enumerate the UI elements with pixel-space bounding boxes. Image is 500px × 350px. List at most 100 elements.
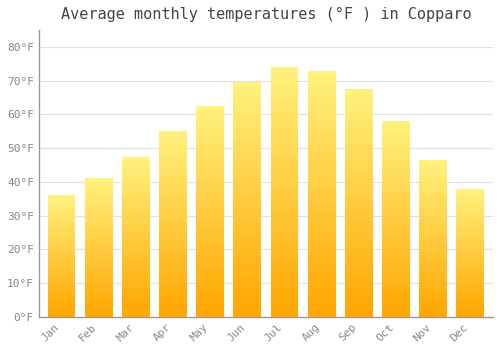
- Bar: [420, 201, 447, 204]
- Bar: [456, 255, 484, 258]
- Bar: [196, 127, 224, 131]
- Bar: [48, 280, 76, 283]
- Bar: [345, 276, 373, 280]
- Bar: [122, 253, 150, 256]
- Bar: [196, 224, 224, 228]
- Bar: [84, 286, 112, 289]
- Bar: [234, 199, 262, 204]
- Bar: [456, 196, 484, 199]
- Bar: [234, 139, 262, 143]
- Bar: [456, 232, 484, 235]
- Bar: [234, 82, 262, 317]
- Bar: [345, 244, 373, 248]
- Bar: [382, 313, 410, 317]
- Bar: [382, 246, 410, 250]
- Bar: [308, 297, 336, 302]
- Bar: [84, 228, 112, 231]
- Bar: [270, 297, 298, 302]
- Bar: [159, 250, 187, 254]
- Bar: [234, 218, 262, 223]
- Bar: [345, 176, 373, 180]
- Bar: [420, 260, 447, 264]
- Bar: [420, 279, 447, 282]
- Bar: [382, 176, 410, 180]
- Bar: [456, 268, 484, 271]
- Bar: [382, 121, 410, 317]
- Bar: [345, 312, 373, 317]
- Bar: [270, 197, 298, 202]
- Bar: [159, 254, 187, 258]
- Bar: [270, 277, 298, 282]
- Bar: [122, 163, 150, 166]
- Bar: [84, 278, 112, 281]
- Bar: [345, 189, 373, 194]
- Bar: [456, 309, 484, 312]
- Bar: [420, 251, 447, 254]
- Bar: [420, 223, 447, 226]
- Bar: [420, 182, 447, 185]
- Bar: [84, 237, 112, 239]
- Bar: [84, 264, 112, 267]
- Bar: [122, 301, 150, 304]
- Bar: [196, 182, 224, 186]
- Bar: [122, 176, 150, 179]
- Bar: [270, 287, 298, 292]
- Bar: [456, 206, 484, 209]
- Bar: [84, 187, 112, 190]
- Title: Average monthly temperatures (°F ) in Copparo: Average monthly temperatures (°F ) in Co…: [60, 7, 471, 22]
- Bar: [122, 237, 150, 240]
- Bar: [345, 248, 373, 253]
- Bar: [420, 304, 447, 307]
- Bar: [234, 172, 262, 176]
- Bar: [122, 272, 150, 275]
- Bar: [345, 180, 373, 185]
- Bar: [345, 198, 373, 203]
- Bar: [122, 186, 150, 189]
- Bar: [84, 209, 112, 212]
- Bar: [159, 205, 187, 209]
- Bar: [308, 179, 336, 184]
- Bar: [84, 212, 112, 215]
- Bar: [234, 284, 262, 289]
- Bar: [382, 148, 410, 153]
- Bar: [234, 307, 262, 312]
- Bar: [420, 273, 447, 276]
- Bar: [308, 115, 336, 120]
- Bar: [159, 239, 187, 243]
- Bar: [48, 208, 76, 210]
- Bar: [420, 204, 447, 207]
- Bar: [84, 284, 112, 286]
- Bar: [420, 191, 447, 195]
- Bar: [345, 267, 373, 271]
- Bar: [48, 232, 76, 234]
- Bar: [196, 245, 224, 249]
- Bar: [122, 298, 150, 301]
- Bar: [196, 228, 224, 232]
- Bar: [234, 167, 262, 172]
- Bar: [420, 173, 447, 176]
- Bar: [382, 180, 410, 184]
- Bar: [159, 280, 187, 284]
- Bar: [196, 161, 224, 165]
- Bar: [382, 164, 410, 168]
- Bar: [159, 161, 187, 164]
- Bar: [159, 261, 187, 265]
- Bar: [159, 295, 187, 298]
- Bar: [270, 187, 298, 192]
- Bar: [456, 245, 484, 247]
- Bar: [270, 112, 298, 117]
- Bar: [122, 266, 150, 269]
- Bar: [345, 308, 373, 312]
- Bar: [308, 223, 336, 228]
- Bar: [308, 228, 336, 233]
- Bar: [159, 142, 187, 146]
- Bar: [48, 241, 76, 244]
- Bar: [270, 232, 298, 237]
- Bar: [308, 110, 336, 115]
- Bar: [308, 273, 336, 278]
- Bar: [382, 211, 410, 215]
- Bar: [420, 219, 447, 223]
- Bar: [159, 146, 187, 150]
- Bar: [345, 139, 373, 144]
- Bar: [382, 297, 410, 301]
